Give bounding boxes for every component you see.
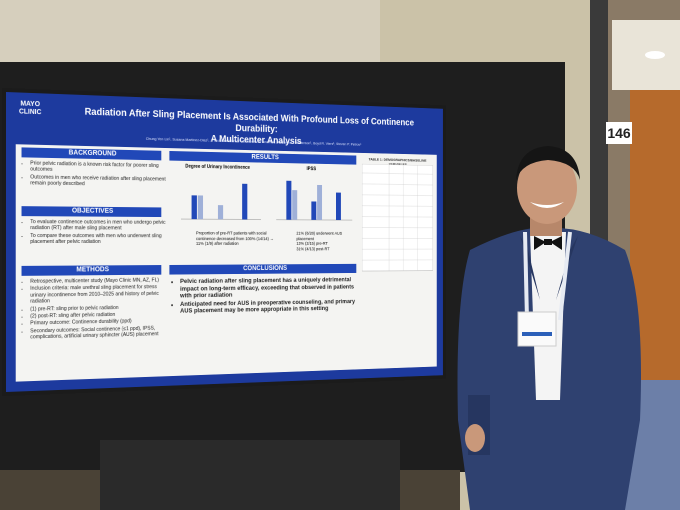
table-grid (361, 163, 433, 273)
poster-body: BACKGROUND Prior pelvic radiation is a k… (15, 144, 437, 382)
booth-sign: 146 (606, 122, 632, 144)
poster: MAYO CLINIC Radiation After Sling Placem… (6, 92, 443, 392)
